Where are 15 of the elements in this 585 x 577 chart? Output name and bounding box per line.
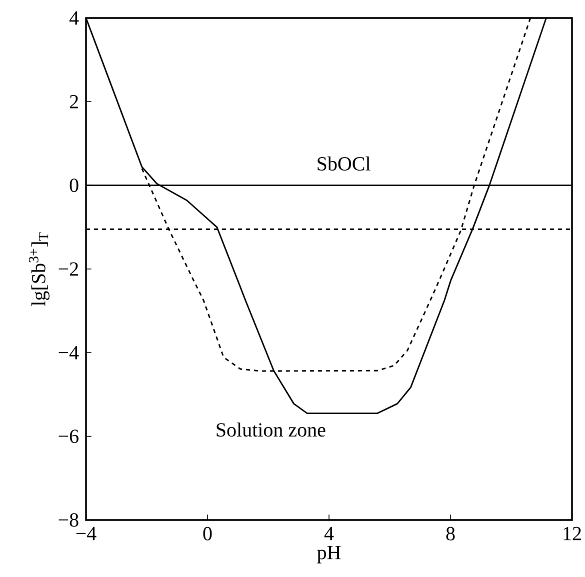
x-tick-label: 12 (564, 526, 581, 540)
y-tick-label: −8 (58, 513, 78, 527)
y-tick-label: −6 (58, 430, 78, 444)
y-tick-label: −4 (58, 346, 79, 360)
x-axis-title: pH (317, 546, 341, 564)
annotation: SbOCl (318, 156, 370, 171)
x-tick-label: 4 (324, 526, 334, 540)
y-tick-label: 4 (69, 11, 79, 25)
x-tick-label: 0 (203, 526, 212, 540)
x-tick-label: 8 (446, 526, 455, 540)
y-axis-title: lg[Sb$^{3+}$]$_{T}$ (28, 232, 50, 306)
y-tick-label: −2 (58, 262, 78, 276)
y-tick-label: 0 (70, 178, 78, 192)
y-tick-label: 2 (70, 95, 78, 108)
annotation: Solution zone (216, 422, 326, 437)
